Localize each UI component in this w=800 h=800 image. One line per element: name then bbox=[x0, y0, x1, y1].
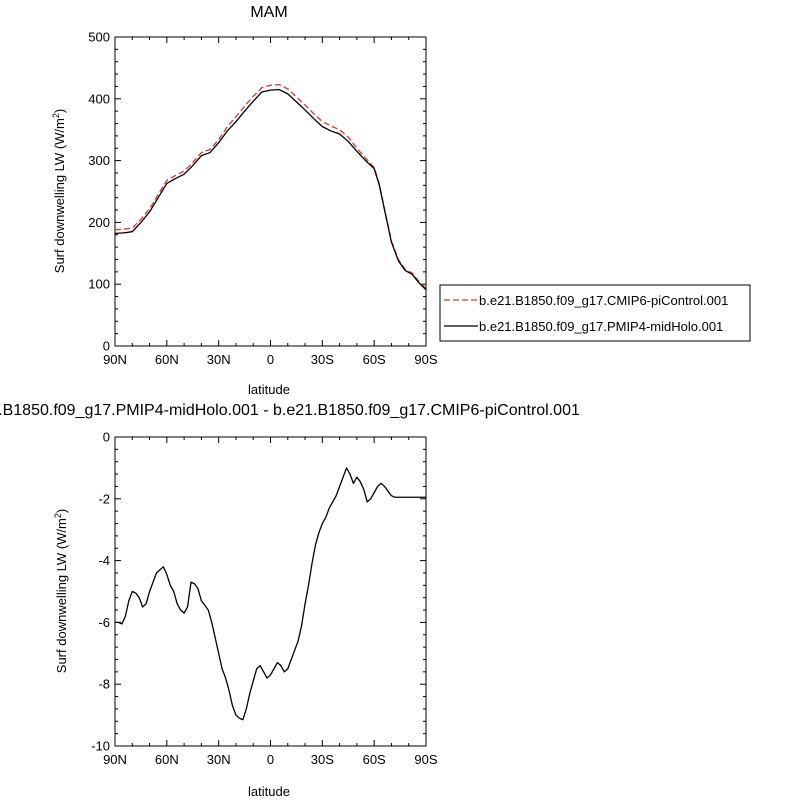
legend-label-midholo: b.e21.B1850.f09_g17.PMIP4-midHolo.001 bbox=[479, 319, 723, 334]
top-ytick-label: 100 bbox=[88, 277, 110, 292]
legend: b.e21.B1850.f09_g17.CMIP6-piControl.001 … bbox=[439, 284, 751, 342]
bottom-xtick-label: 30N bbox=[207, 752, 231, 767]
top-series-line-1 bbox=[114, 88, 427, 291]
bottom-xtick-label: 90N bbox=[103, 752, 127, 767]
top-xlabel: latitude bbox=[248, 382, 290, 397]
top-ytick-label: 300 bbox=[88, 153, 110, 168]
top-ytick-label: 0 bbox=[103, 339, 110, 354]
top-xtick-label: 0 bbox=[267, 352, 274, 367]
top-xtick-label: 90N bbox=[103, 352, 127, 367]
legend-label-picontrol: b.e21.B1850.f09_g17.CMIP6-piControl.001 bbox=[479, 293, 728, 308]
top-xtick-label: 60S bbox=[363, 352, 386, 367]
top-ytick-label: 500 bbox=[88, 30, 110, 45]
top-xtick-label: 90S bbox=[414, 352, 437, 367]
bottom-xlabel: latitude bbox=[248, 784, 290, 799]
top-chart-title: MAM bbox=[250, 4, 287, 21]
bottom-xtick-label: 60N bbox=[155, 752, 179, 767]
bottom-xtick-label: 30S bbox=[311, 752, 334, 767]
top-ytick-label: 400 bbox=[88, 91, 110, 106]
bottom-series-line-0 bbox=[115, 467, 426, 721]
bottom-plot-frame bbox=[114, 436, 427, 747]
bottom-xtick-label: 60S bbox=[363, 752, 386, 767]
bottom-xtick-label: 90S bbox=[414, 752, 437, 767]
bottom-xtick-label: 0 bbox=[267, 752, 274, 767]
bottom-ytick-label: -2 bbox=[98, 491, 110, 506]
bottom-ytick-label: -6 bbox=[98, 615, 110, 630]
bottom-ytick-label: -8 bbox=[98, 677, 110, 692]
bottom-chart-title: b.e21.B1850.f09_g17.PMIP4-midHolo.001 - … bbox=[0, 402, 580, 419]
legend-box bbox=[439, 284, 751, 342]
bottom-ytick-label: -10 bbox=[91, 739, 110, 754]
top-xtick-label: 30S bbox=[311, 352, 334, 367]
top-ytick-label: 200 bbox=[88, 215, 110, 230]
top-plot: 90N 60N 30N 0 30S 60S 90S 0 100 200 300 400 500 bbox=[88, 30, 438, 368]
bottom-plot: 90N 60N 30N 0 30S 60S 90S -10 -8 -6 -4 -2 0 bbox=[91, 430, 438, 768]
bottom-ytick-label: -4 bbox=[98, 553, 110, 568]
bottom-ytick-label: 0 bbox=[103, 430, 110, 445]
bottom-ylabel: Surf downwelling LW (W/m2) bbox=[53, 509, 69, 673]
top-ylabel: Surf downwelling LW (W/m2) bbox=[51, 109, 67, 273]
top-xtick-label: 30N bbox=[207, 352, 231, 367]
top-xtick-label: 60N bbox=[155, 352, 179, 367]
